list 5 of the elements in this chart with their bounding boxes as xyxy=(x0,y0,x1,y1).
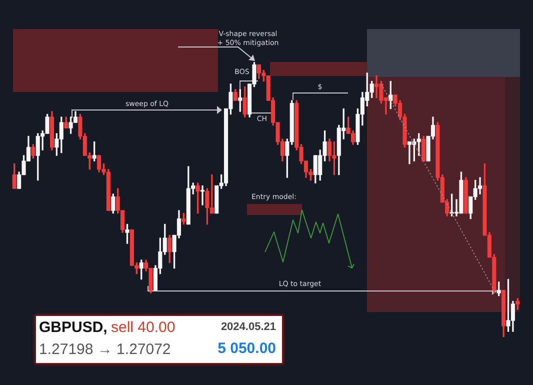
trade-card: GBPUSD, sell 40.00 2024.05.21 1.27198 → 1.27072 5 050.00 xyxy=(35,315,283,364)
annotation: GBPUSD, xyxy=(39,319,108,336)
annotation: 2024.05.21 xyxy=(220,321,276,333)
annotation: sell 40.00 xyxy=(111,319,176,336)
candlestick xyxy=(478,177,482,194)
